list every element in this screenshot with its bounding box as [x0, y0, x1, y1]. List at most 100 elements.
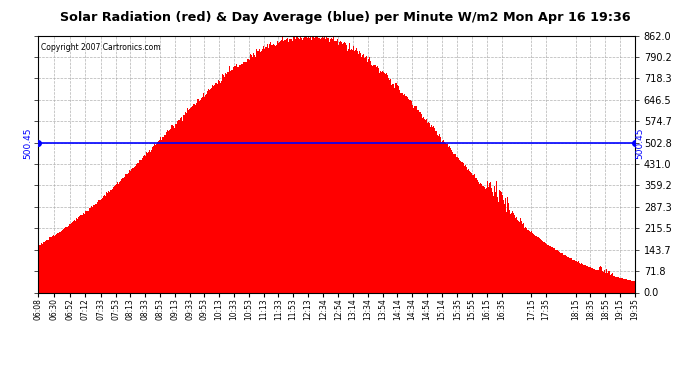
- Text: 500.45: 500.45: [23, 128, 32, 159]
- Bar: [218, 81, 219, 292]
- Bar: [616, 277, 617, 292]
- Bar: [386, 75, 387, 292]
- Bar: [95, 204, 96, 292]
- Bar: [51, 237, 52, 292]
- Bar: [569, 258, 570, 292]
- Bar: [178, 120, 179, 292]
- Bar: [452, 151, 453, 292]
- Bar: [319, 38, 320, 292]
- Bar: [363, 54, 364, 292]
- Bar: [244, 62, 245, 292]
- Bar: [383, 72, 384, 292]
- Bar: [54, 236, 55, 292]
- Bar: [601, 267, 602, 292]
- Bar: [290, 36, 291, 292]
- Bar: [488, 187, 489, 292]
- Bar: [256, 51, 257, 292]
- Bar: [632, 281, 633, 292]
- Bar: [185, 114, 186, 292]
- Bar: [494, 186, 495, 292]
- Bar: [589, 267, 590, 292]
- Bar: [305, 37, 306, 292]
- Bar: [460, 161, 461, 292]
- Bar: [555, 249, 556, 292]
- Bar: [277, 41, 278, 292]
- Bar: [366, 58, 368, 292]
- Bar: [426, 120, 427, 292]
- Bar: [129, 170, 130, 292]
- Bar: [442, 141, 443, 292]
- Bar: [346, 45, 347, 292]
- Bar: [552, 247, 553, 292]
- Bar: [407, 97, 408, 292]
- Bar: [617, 277, 618, 292]
- Bar: [85, 211, 86, 292]
- Bar: [495, 192, 496, 292]
- Bar: [81, 214, 82, 292]
- Bar: [57, 234, 58, 292]
- Bar: [538, 237, 539, 292]
- Bar: [177, 121, 178, 292]
- Bar: [317, 35, 318, 292]
- Bar: [68, 225, 70, 292]
- Bar: [506, 212, 507, 292]
- Bar: [200, 100, 201, 292]
- Bar: [559, 252, 560, 292]
- Bar: [410, 99, 411, 292]
- Bar: [239, 65, 240, 292]
- Bar: [348, 49, 349, 292]
- Bar: [107, 193, 108, 292]
- Bar: [154, 147, 155, 292]
- Bar: [135, 166, 136, 292]
- Bar: [333, 36, 334, 292]
- Bar: [381, 69, 382, 292]
- Bar: [160, 137, 161, 292]
- Bar: [301, 38, 302, 292]
- Bar: [590, 267, 591, 292]
- Bar: [633, 281, 634, 292]
- Bar: [310, 35, 311, 292]
- Bar: [152, 147, 153, 292]
- Bar: [159, 141, 160, 292]
- Bar: [546, 244, 547, 292]
- Bar: [539, 238, 540, 292]
- Bar: [445, 143, 446, 292]
- Bar: [536, 236, 537, 292]
- Bar: [473, 175, 474, 292]
- Bar: [230, 71, 231, 292]
- Bar: [619, 278, 620, 292]
- Bar: [171, 125, 172, 292]
- Bar: [472, 176, 473, 292]
- Bar: [212, 85, 213, 292]
- Text: Solar Radiation (red) & Day Average (blue) per Minute W/m2 Mon Apr 16 19:36: Solar Radiation (red) & Day Average (blu…: [60, 11, 630, 24]
- Bar: [388, 78, 389, 292]
- Bar: [475, 178, 476, 292]
- Bar: [72, 222, 73, 292]
- Bar: [625, 279, 626, 292]
- Bar: [328, 39, 329, 292]
- Bar: [79, 216, 80, 292]
- Bar: [73, 221, 74, 292]
- Bar: [126, 174, 127, 292]
- Bar: [226, 74, 227, 292]
- Bar: [339, 42, 340, 292]
- Bar: [288, 42, 289, 292]
- Bar: [294, 37, 295, 292]
- Bar: [603, 272, 604, 292]
- Bar: [52, 236, 53, 292]
- Bar: [264, 50, 265, 292]
- Bar: [74, 220, 75, 292]
- Bar: [416, 106, 417, 292]
- Bar: [140, 160, 141, 292]
- Bar: [395, 84, 396, 292]
- Bar: [257, 51, 258, 292]
- Bar: [114, 184, 115, 292]
- Bar: [219, 79, 220, 292]
- Bar: [225, 78, 226, 292]
- Bar: [306, 34, 307, 292]
- Bar: [365, 57, 366, 292]
- Bar: [102, 198, 103, 292]
- Bar: [431, 126, 432, 292]
- Bar: [284, 40, 286, 292]
- Bar: [110, 190, 111, 292]
